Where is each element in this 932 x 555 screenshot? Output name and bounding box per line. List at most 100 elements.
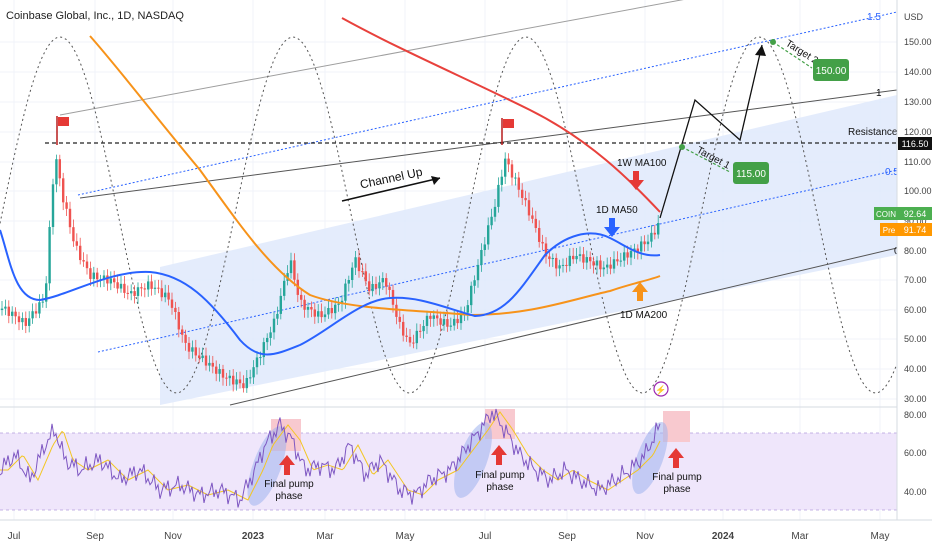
candle-body xyxy=(72,227,75,242)
price-ticks: 150.00 140.00 130.00 120.00 110.00 100.00 90.0… xyxy=(904,37,932,404)
candle-body xyxy=(218,369,221,374)
candle-body xyxy=(293,260,296,280)
candle-body xyxy=(65,202,68,209)
candle-body xyxy=(650,232,653,242)
candle-body xyxy=(364,271,367,282)
candle-body xyxy=(470,285,473,306)
candle-body xyxy=(75,241,78,246)
pump-arrow-1 xyxy=(279,455,295,475)
target-1-value: 115.00 xyxy=(736,169,766,180)
time-label: Jul xyxy=(8,531,21,542)
candle-body xyxy=(327,308,330,315)
candle-body xyxy=(347,280,350,284)
candle-body xyxy=(109,278,112,284)
target-1-point xyxy=(679,144,685,150)
candle-body xyxy=(262,342,265,358)
candle-body xyxy=(153,287,157,289)
candle-body xyxy=(79,245,82,261)
time-axis[interactable] xyxy=(0,520,932,550)
candle-body xyxy=(4,306,7,309)
candle-body xyxy=(493,206,497,217)
candle-body xyxy=(34,311,38,314)
candle-body xyxy=(490,216,493,226)
candle-body xyxy=(476,264,480,281)
candle-body xyxy=(592,261,595,266)
fib-1-5-label: 1.5 xyxy=(867,12,881,23)
candle-body xyxy=(17,316,21,323)
candle-body xyxy=(361,271,364,273)
candle-body xyxy=(136,287,140,296)
time-label: Mar xyxy=(316,531,334,542)
candle-body xyxy=(357,257,361,272)
candle-body xyxy=(201,355,204,359)
candle-body xyxy=(422,325,425,332)
candle-body xyxy=(38,302,41,314)
candle-body xyxy=(167,292,170,300)
candle-body xyxy=(317,311,320,317)
coin-badge: COIN 92.64 xyxy=(874,207,932,220)
target-1-box: 115.00 xyxy=(733,162,769,184)
candle-body xyxy=(575,255,578,260)
candle-body xyxy=(31,311,34,319)
candle-body xyxy=(640,241,643,252)
candle-body xyxy=(555,257,558,269)
ma200-label: 1D MA200 xyxy=(620,310,668,321)
candle-body xyxy=(510,164,514,178)
ma100-line xyxy=(341,17,661,213)
candle-body xyxy=(147,281,150,290)
rsi-line xyxy=(0,408,661,508)
candle-body xyxy=(585,257,588,263)
candle-body xyxy=(96,272,99,280)
candle-body xyxy=(323,314,327,318)
price-tick-label: 70.00 xyxy=(904,275,927,285)
svg-text:⚡: ⚡ xyxy=(655,384,666,396)
candle-body xyxy=(58,159,61,179)
candle-body xyxy=(306,307,310,310)
candle-body xyxy=(289,260,293,274)
ma200-line xyxy=(89,35,661,317)
candle-body xyxy=(415,330,418,344)
price-tick-label: 30.00 xyxy=(904,394,927,404)
candle-body xyxy=(130,291,133,294)
pump-label-2: Final pump phase xyxy=(475,470,525,493)
ma50-line xyxy=(0,229,661,356)
candle-body xyxy=(140,287,143,289)
candle-body xyxy=(626,252,629,258)
candle-body xyxy=(405,335,408,337)
candle-body xyxy=(623,252,626,261)
candle-body xyxy=(646,241,650,245)
candle-body xyxy=(313,309,316,317)
candle-body xyxy=(310,307,313,310)
pump-label-3: Final pump phase xyxy=(652,472,702,495)
svg-text:Pre: Pre xyxy=(883,226,896,235)
candle-body xyxy=(602,267,605,270)
candle-body xyxy=(514,177,517,179)
candle-body xyxy=(89,268,92,279)
candle-body xyxy=(374,283,378,289)
candle-body xyxy=(170,299,174,308)
flag-marker-2 xyxy=(501,118,514,145)
candle-body xyxy=(225,377,228,379)
candle-body xyxy=(266,337,269,343)
time-label: Sep xyxy=(558,531,576,542)
candle-body xyxy=(174,307,177,313)
candle-body xyxy=(446,319,449,327)
price-axis[interactable] xyxy=(897,0,932,550)
candle-body xyxy=(619,260,622,262)
candle-body xyxy=(269,332,272,338)
candle-body xyxy=(11,311,14,316)
candle-body xyxy=(14,311,17,317)
fib-1-label: 1 xyxy=(876,88,882,99)
ma100-label: 1W MA100 xyxy=(617,158,667,169)
price-tick-label: 130.00 xyxy=(904,97,932,107)
candle-body xyxy=(177,312,180,330)
candle-body xyxy=(113,278,116,283)
candle-body xyxy=(500,176,503,185)
time-label: Nov xyxy=(164,531,182,542)
flag-marker-1 xyxy=(56,116,69,145)
candle-body xyxy=(497,184,500,207)
candlesticks xyxy=(0,152,660,393)
candle-body xyxy=(442,319,446,325)
candle-body xyxy=(41,301,44,303)
resistance-label: Resistance 1 xyxy=(848,127,906,138)
